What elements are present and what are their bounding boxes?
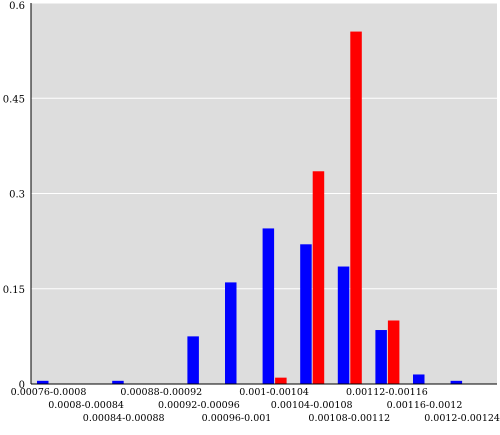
x-tick-label: 0.00076-0.0008 (11, 387, 87, 398)
bar-series-2-6 (275, 377, 287, 384)
x-tick-label: 0.00112-0.00116 (346, 387, 428, 398)
y-tick-label: 0.6 (9, 1, 25, 12)
bar-series-1-5 (225, 282, 237, 384)
x-tick-label: 0.00088-0.00092 (120, 387, 202, 398)
bars (37, 31, 463, 384)
y-tick-label: 0.3 (9, 190, 25, 201)
bar-series-1-8 (337, 266, 350, 384)
bar-series-1-4 (187, 336, 199, 384)
bar-series-1-11 (450, 380, 463, 384)
x-tick-label: 0.00108-0.00112 (308, 413, 390, 424)
x-tick-label: 0.00096-0.001 (202, 413, 272, 424)
x-tick-label: 0.00084-0.00088 (83, 413, 165, 424)
bar-series-1-7 (300, 244, 312, 384)
x-tick-label: 0.00092-0.00096 (158, 400, 240, 411)
y-tick-label: 0 (19, 380, 25, 391)
bar-series-1-10 (413, 374, 425, 384)
bar-series-1-9 (375, 330, 387, 384)
x-tick-label: 0.0012-0.00124 (424, 413, 500, 424)
grid-lines (31, 2, 497, 290)
y-tick-label: 0.45 (3, 94, 25, 105)
x-tick-label: 0.00116-0.0012 (387, 400, 463, 411)
x-tick-label: 0.00104-0.00108 (271, 400, 353, 411)
bar-series-2-9 (387, 320, 400, 384)
x-tick-labels: 0.00076-0.0008 0.0008-0.00084 0.00084-0.00… (11, 387, 500, 424)
x-tick-label: 0.001-0.00104 (239, 387, 309, 398)
bar-series-2-8 (350, 31, 362, 384)
bar-series-1-0 (37, 380, 49, 384)
y-tick-labels: 0 0.15 0.3 0.45 0.6 (3, 1, 25, 391)
y-tick-label: 0.15 (3, 285, 25, 296)
bar-series-2-7 (312, 171, 325, 384)
bar-series-1-2 (112, 380, 124, 384)
bar-series-1-6 (262, 228, 275, 384)
x-tick-label: 0.0008-0.00084 (48, 400, 124, 411)
